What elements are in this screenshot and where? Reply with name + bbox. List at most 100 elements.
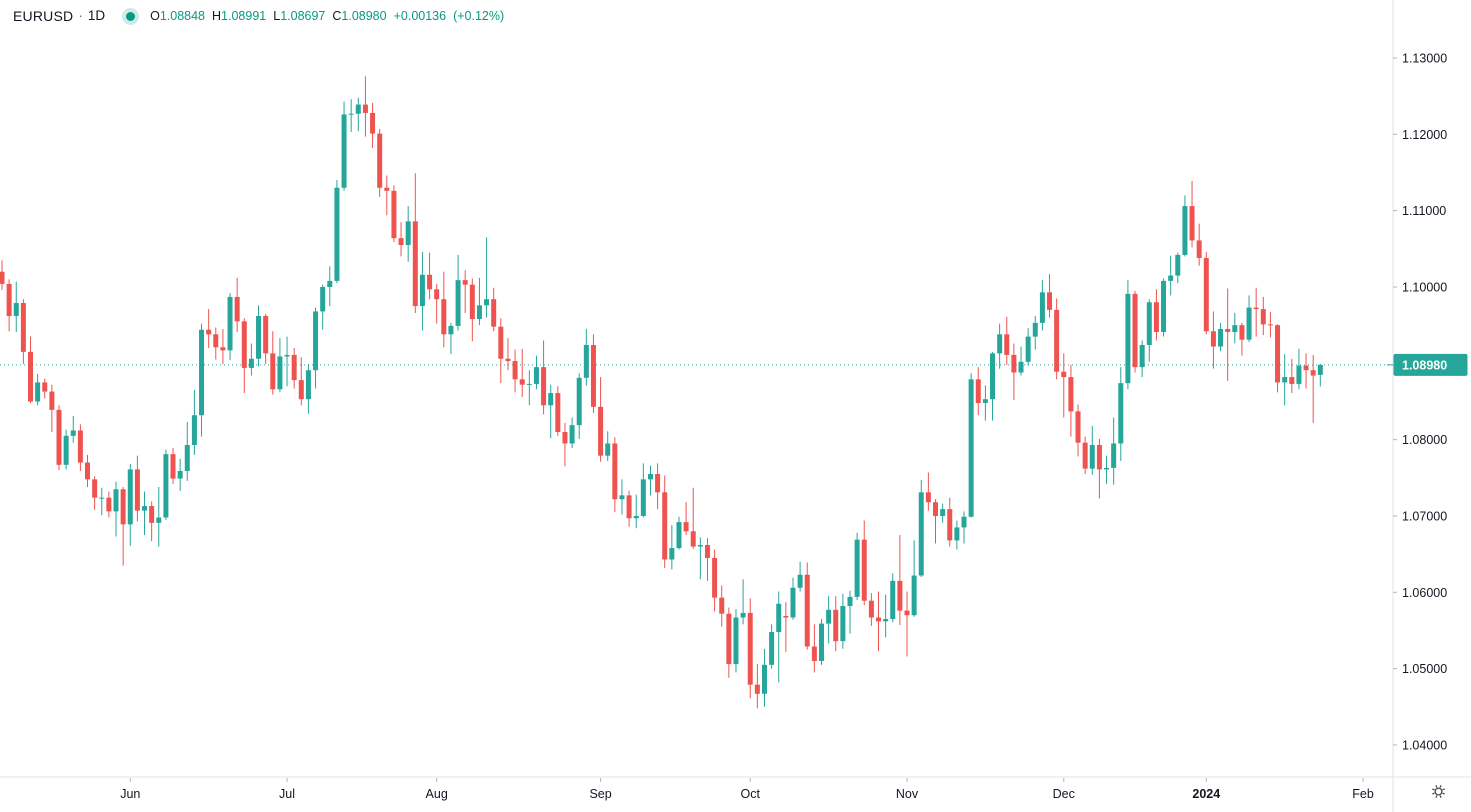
candle[interactable] (1075, 404, 1081, 457)
candle[interactable] (462, 270, 468, 313)
candle[interactable] (982, 385, 988, 421)
candle[interactable] (320, 284, 326, 330)
candle[interactable] (961, 511, 967, 544)
candle[interactable] (861, 520, 867, 606)
candle[interactable] (818, 619, 824, 665)
candle[interactable] (833, 596, 839, 652)
candle[interactable] (576, 373, 582, 439)
candle[interactable] (419, 251, 425, 331)
candle[interactable] (434, 283, 440, 324)
candle[interactable] (170, 448, 176, 484)
candle[interactable] (754, 664, 760, 709)
candle[interactable] (163, 449, 169, 520)
candle[interactable] (897, 535, 903, 626)
candle[interactable] (1032, 315, 1038, 350)
candle[interactable] (28, 336, 34, 404)
candle[interactable] (990, 351, 996, 421)
candle[interactable] (769, 624, 775, 669)
candle[interactable] (248, 343, 254, 376)
candle[interactable] (1039, 280, 1045, 331)
candle[interactable] (291, 348, 297, 389)
market-status-dot[interactable] (122, 7, 140, 25)
candle[interactable] (590, 334, 596, 413)
candle[interactable] (298, 357, 304, 406)
candle[interactable] (883, 594, 889, 638)
candle[interactable] (526, 370, 532, 406)
candle[interactable] (1047, 274, 1053, 318)
candle[interactable] (1132, 290, 1138, 373)
candle[interactable] (305, 364, 311, 414)
candle[interactable] (505, 338, 511, 371)
candle[interactable] (441, 271, 447, 348)
candle[interactable] (598, 377, 604, 462)
symbol-name[interactable]: EURUSD (13, 8, 74, 24)
candle[interactable] (1104, 455, 1110, 484)
candle[interactable] (1146, 299, 1152, 362)
candle[interactable] (868, 593, 874, 626)
candle[interactable] (776, 591, 782, 683)
candle[interactable] (918, 480, 924, 578)
candle[interactable] (377, 128, 383, 197)
candle[interactable] (113, 481, 119, 537)
candle[interactable] (56, 405, 62, 471)
candle[interactable] (1025, 328, 1031, 366)
candle[interactable] (797, 561, 803, 592)
candle[interactable] (1168, 255, 1174, 296)
candle[interactable] (405, 206, 411, 262)
candle[interactable] (199, 323, 205, 437)
candle[interactable] (804, 562, 810, 650)
candle[interactable] (1011, 343, 1017, 400)
candle[interactable] (220, 328, 226, 365)
candle[interactable] (1232, 312, 1238, 344)
candle[interactable] (826, 596, 832, 644)
candle[interactable] (690, 487, 696, 549)
candle[interactable] (712, 549, 718, 612)
candle[interactable] (1267, 312, 1273, 338)
candle[interactable] (484, 237, 490, 318)
candle[interactable] (370, 103, 376, 149)
candle[interactable] (683, 502, 689, 536)
candle[interactable] (662, 475, 668, 568)
candle[interactable] (940, 503, 946, 523)
candle[interactable] (605, 431, 611, 462)
candle[interactable] (1239, 322, 1245, 356)
candle[interactable] (191, 390, 197, 455)
candle[interactable] (1061, 353, 1067, 418)
candle[interactable] (142, 491, 148, 536)
candle[interactable] (1139, 340, 1145, 378)
candle[interactable] (184, 422, 190, 481)
candle[interactable] (256, 305, 262, 367)
candle[interactable] (1310, 354, 1316, 423)
price-scale[interactable]: 1.13000 1.12000 1.11000 1.10000 1.08000 1.070… (1393, 52, 1447, 753)
scale-settings-button[interactable] (1422, 776, 1454, 806)
candle[interactable] (70, 415, 76, 443)
candle[interactable] (1218, 322, 1224, 352)
candle[interactable] (284, 336, 290, 387)
candle[interactable] (149, 501, 155, 542)
candle[interactable] (968, 373, 974, 518)
candle[interactable] (1303, 353, 1309, 389)
candle[interactable] (341, 101, 347, 191)
candle[interactable] (1096, 438, 1102, 499)
candle[interactable] (740, 579, 746, 625)
candle[interactable] (854, 532, 860, 600)
candle[interactable] (612, 437, 618, 513)
candle[interactable] (213, 327, 219, 360)
candle[interactable] (697, 537, 703, 580)
candle[interactable] (1196, 223, 1202, 266)
candle[interactable] (277, 338, 283, 393)
candle[interactable] (77, 424, 83, 471)
candle[interactable] (13, 281, 19, 333)
candle[interactable] (241, 318, 247, 394)
candle[interactable] (498, 318, 504, 384)
candle[interactable] (1203, 251, 1209, 335)
candle[interactable] (633, 494, 639, 529)
candle[interactable] (455, 254, 461, 331)
candle[interactable] (134, 455, 140, 522)
candle[interactable] (655, 463, 661, 510)
candle[interactable] (676, 516, 682, 550)
candle[interactable] (933, 499, 939, 544)
candle[interactable] (334, 180, 340, 284)
candle[interactable] (669, 525, 675, 570)
candle[interactable] (719, 585, 725, 627)
